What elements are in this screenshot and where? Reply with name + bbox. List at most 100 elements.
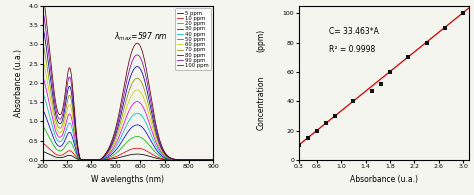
100 ppm (206, 159, 211, 161)
60 ppm (118, 124, 124, 127)
Line: 100 ppm: 100 ppm (43, 0, 213, 160)
Text: R² = 0.9998: R² = 0.9998 (329, 45, 375, 54)
Line: 60 ppm: 60 ppm (43, 61, 213, 160)
70 ppm (174, 159, 180, 161)
30 ppm (40, 110, 46, 112)
20 ppm (123, 142, 128, 144)
5 ppm (206, 159, 211, 161)
Point (295, 144, 302, 147)
80 ppm (206, 159, 211, 161)
Line: 5 ppm: 5 ppm (43, 152, 213, 160)
90 ppm (118, 107, 124, 109)
80 ppm (40, 27, 46, 30)
60 ppm (48, 103, 54, 105)
60 ppm (78, 159, 83, 161)
60 ppm (174, 159, 180, 161)
50 ppm (48, 112, 54, 114)
Line: 50 ppm: 50 ppm (43, 78, 213, 160)
X-axis label: W avelengths (nm): W avelengths (nm) (91, 175, 164, 184)
40 ppm (174, 159, 180, 161)
100 ppm (78, 159, 83, 161)
30 ppm (123, 134, 128, 136)
40 ppm (206, 159, 211, 161)
20 ppm (206, 159, 211, 161)
30 ppm (206, 159, 211, 161)
70 ppm (78, 159, 83, 161)
20 ppm (174, 159, 180, 161)
10 ppm (78, 159, 83, 161)
70 ppm (206, 159, 211, 161)
100 ppm (206, 159, 211, 161)
Point (350, 100, 357, 103)
50 ppm (174, 159, 180, 161)
50 ppm (210, 159, 216, 161)
Y-axis label: Absorbance (u.a.): Absorbance (u.a.) (14, 49, 23, 117)
100 ppm (210, 159, 216, 161)
Point (423, 41, 430, 44)
70 ppm (206, 159, 211, 161)
80 ppm (78, 159, 83, 161)
80 ppm (48, 84, 54, 86)
20 ppm (210, 159, 216, 161)
Legend: 5 ppm, 10 ppm, 20 ppm, 30 ppm, 40 ppm, 50 ppm, 60 ppm, 70 ppm, 80 ppm, 90 ppm, 1: 5 ppm, 10 ppm, 20 ppm, 30 ppm, 40 ppm, 5… (175, 9, 210, 70)
Point (459, 12, 467, 15)
Line: 90 ppm: 90 ppm (43, 12, 213, 160)
20 ppm (40, 126, 46, 128)
Point (368, 89, 375, 92)
100 ppm (48, 65, 54, 68)
20 ppm (118, 147, 124, 150)
Text: (ppm): (ppm) (256, 29, 265, 52)
10 ppm (123, 151, 128, 153)
70 ppm (48, 93, 54, 96)
30 ppm (118, 141, 124, 144)
60 ppm (123, 109, 128, 112)
80 ppm (210, 159, 216, 161)
X-axis label: Absorbance (u.a.): Absorbance (u.a.) (350, 175, 418, 184)
70 ppm (40, 44, 46, 46)
60 ppm (206, 159, 211, 161)
70 ppm (123, 101, 128, 103)
5 ppm (48, 154, 54, 156)
80 ppm (174, 159, 180, 161)
5 ppm (118, 156, 124, 158)
30 ppm (206, 159, 211, 161)
20 ppm (206, 159, 211, 161)
30 ppm (48, 131, 54, 133)
Point (313, 129, 321, 132)
50 ppm (40, 77, 46, 79)
10 ppm (48, 149, 54, 152)
50 ppm (78, 159, 83, 161)
Point (377, 82, 385, 85)
90 ppm (206, 159, 211, 161)
5 ppm (206, 159, 211, 161)
5 ppm (123, 155, 128, 157)
90 ppm (48, 75, 54, 77)
10 ppm (118, 153, 124, 155)
60 ppm (210, 159, 216, 161)
40 ppm (118, 136, 124, 138)
Text: C= 33.463*A: C= 33.463*A (329, 27, 379, 35)
100 ppm (174, 158, 180, 161)
Point (386, 70, 394, 74)
10 ppm (206, 159, 211, 161)
40 ppm (206, 159, 211, 161)
40 ppm (40, 93, 46, 95)
90 ppm (210, 159, 216, 161)
60 ppm (40, 60, 46, 63)
Point (322, 122, 330, 125)
90 ppm (40, 11, 46, 13)
Line: 10 ppm: 10 ppm (43, 144, 213, 160)
40 ppm (210, 159, 216, 161)
5 ppm (78, 159, 83, 161)
10 ppm (210, 159, 216, 161)
Point (286, 151, 293, 154)
Text: $\lambda_{max}$=597 nm: $\lambda_{max}$=597 nm (114, 31, 168, 43)
70 ppm (210, 159, 216, 161)
5 ppm (40, 151, 46, 153)
90 ppm (206, 159, 211, 161)
40 ppm (48, 121, 54, 124)
50 ppm (206, 159, 211, 161)
Point (441, 26, 449, 29)
Point (304, 136, 311, 139)
90 ppm (123, 84, 128, 87)
